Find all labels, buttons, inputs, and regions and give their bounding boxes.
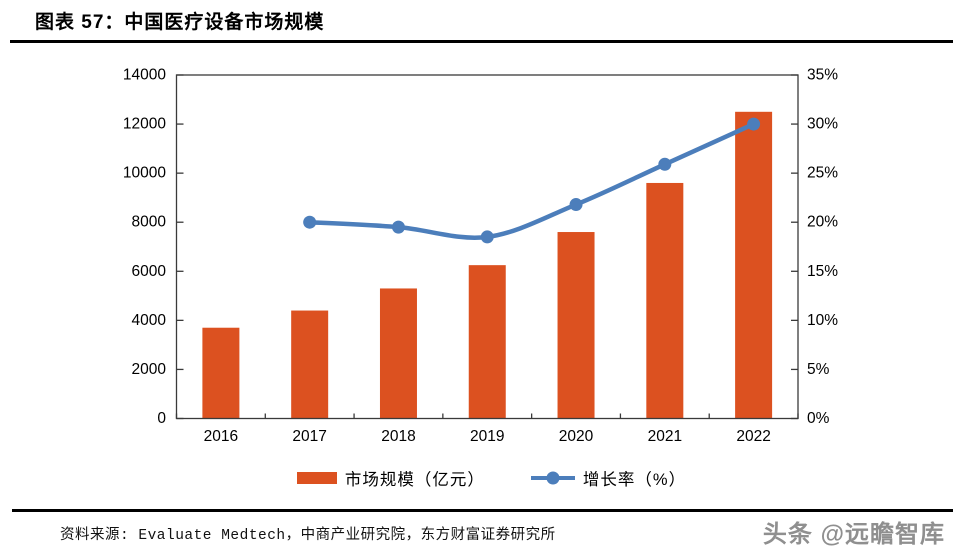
footer-divider [12,509,953,512]
legend-item-growth-rate: 增长率（%） [530,466,687,490]
watermark: 头条 @远瞻智库 [762,521,945,548]
title-underline [10,40,953,43]
chart-canvas: 0 2000 4000 6000 8000 10000 12000 14000 0% 5% 10% 1… [123,67,838,446]
right-axis-tick-label: 25% [807,165,838,182]
left-axis-tick-label: 14000 [123,67,166,84]
left-axis-tick-label: 6000 [132,263,167,280]
legend-bar-label: 市场规模（亿元） [344,471,485,489]
right-axis-tick-label: 20% [807,214,838,231]
legend-line-swatch [530,471,575,485]
line-marker [569,198,583,212]
bar-2020 [557,232,595,419]
x-axis-tick-label: 2022 [736,428,770,445]
right-axis-tick-label: 5% [807,361,830,378]
x-axis-tick-label: 2021 [648,428,682,445]
left-axis-tick-label: 0 [157,410,166,427]
bar-2022 [735,111,773,419]
legend-line-label: 增长率（%） [582,471,687,489]
bar-2016 [202,327,240,419]
right-axis-tick-label: 30% [807,116,838,133]
x-axis-tick-label: 2016 [204,428,238,445]
page-title: 图表 57：中国医疗设备市场规模 [35,12,325,33]
legend: 市场规模（亿元） 增长率（%） [0,466,953,490]
line-marker [747,117,761,131]
left-axis-tick-label: 10000 [123,165,166,182]
right-axis-tick-label: 35% [807,67,838,84]
right-axis-tick-label: 10% [807,312,838,329]
left-axis-tick-label: 12000 [123,116,166,133]
left-axis-tick-label: 8000 [132,214,167,231]
bar-2021 [646,182,684,419]
legend-bar-swatch [296,472,337,484]
bar-2018 [379,288,417,419]
left-axis-tick-label: 2000 [132,361,167,378]
left-axis-tick-label: 4000 [132,312,167,329]
line-marker [658,157,672,171]
growth-line [307,121,756,240]
line-marker [391,220,405,234]
legend-item-market-size: 市场规模（亿元） [296,466,485,490]
x-axis-tick-label: 2017 [292,428,326,445]
x-axis-tick-label: 2019 [470,428,504,445]
bar-2017 [291,310,329,419]
x-axis-tick-label: 2020 [559,428,594,445]
source-note: 资料来源: Evaluate Medtech，中商产业研究院，东方财富证券研究所 [60,528,556,544]
right-axis-tick-label: 15% [807,263,838,280]
right-axis-tick-label: 0% [807,410,830,427]
legend-line-marker-icon [546,471,560,485]
bar-2019 [468,265,506,419]
line-marker [480,230,494,244]
line-marker [303,215,317,229]
plot-frame [175,74,799,420]
x-axis-tick-label: 2018 [381,428,415,445]
